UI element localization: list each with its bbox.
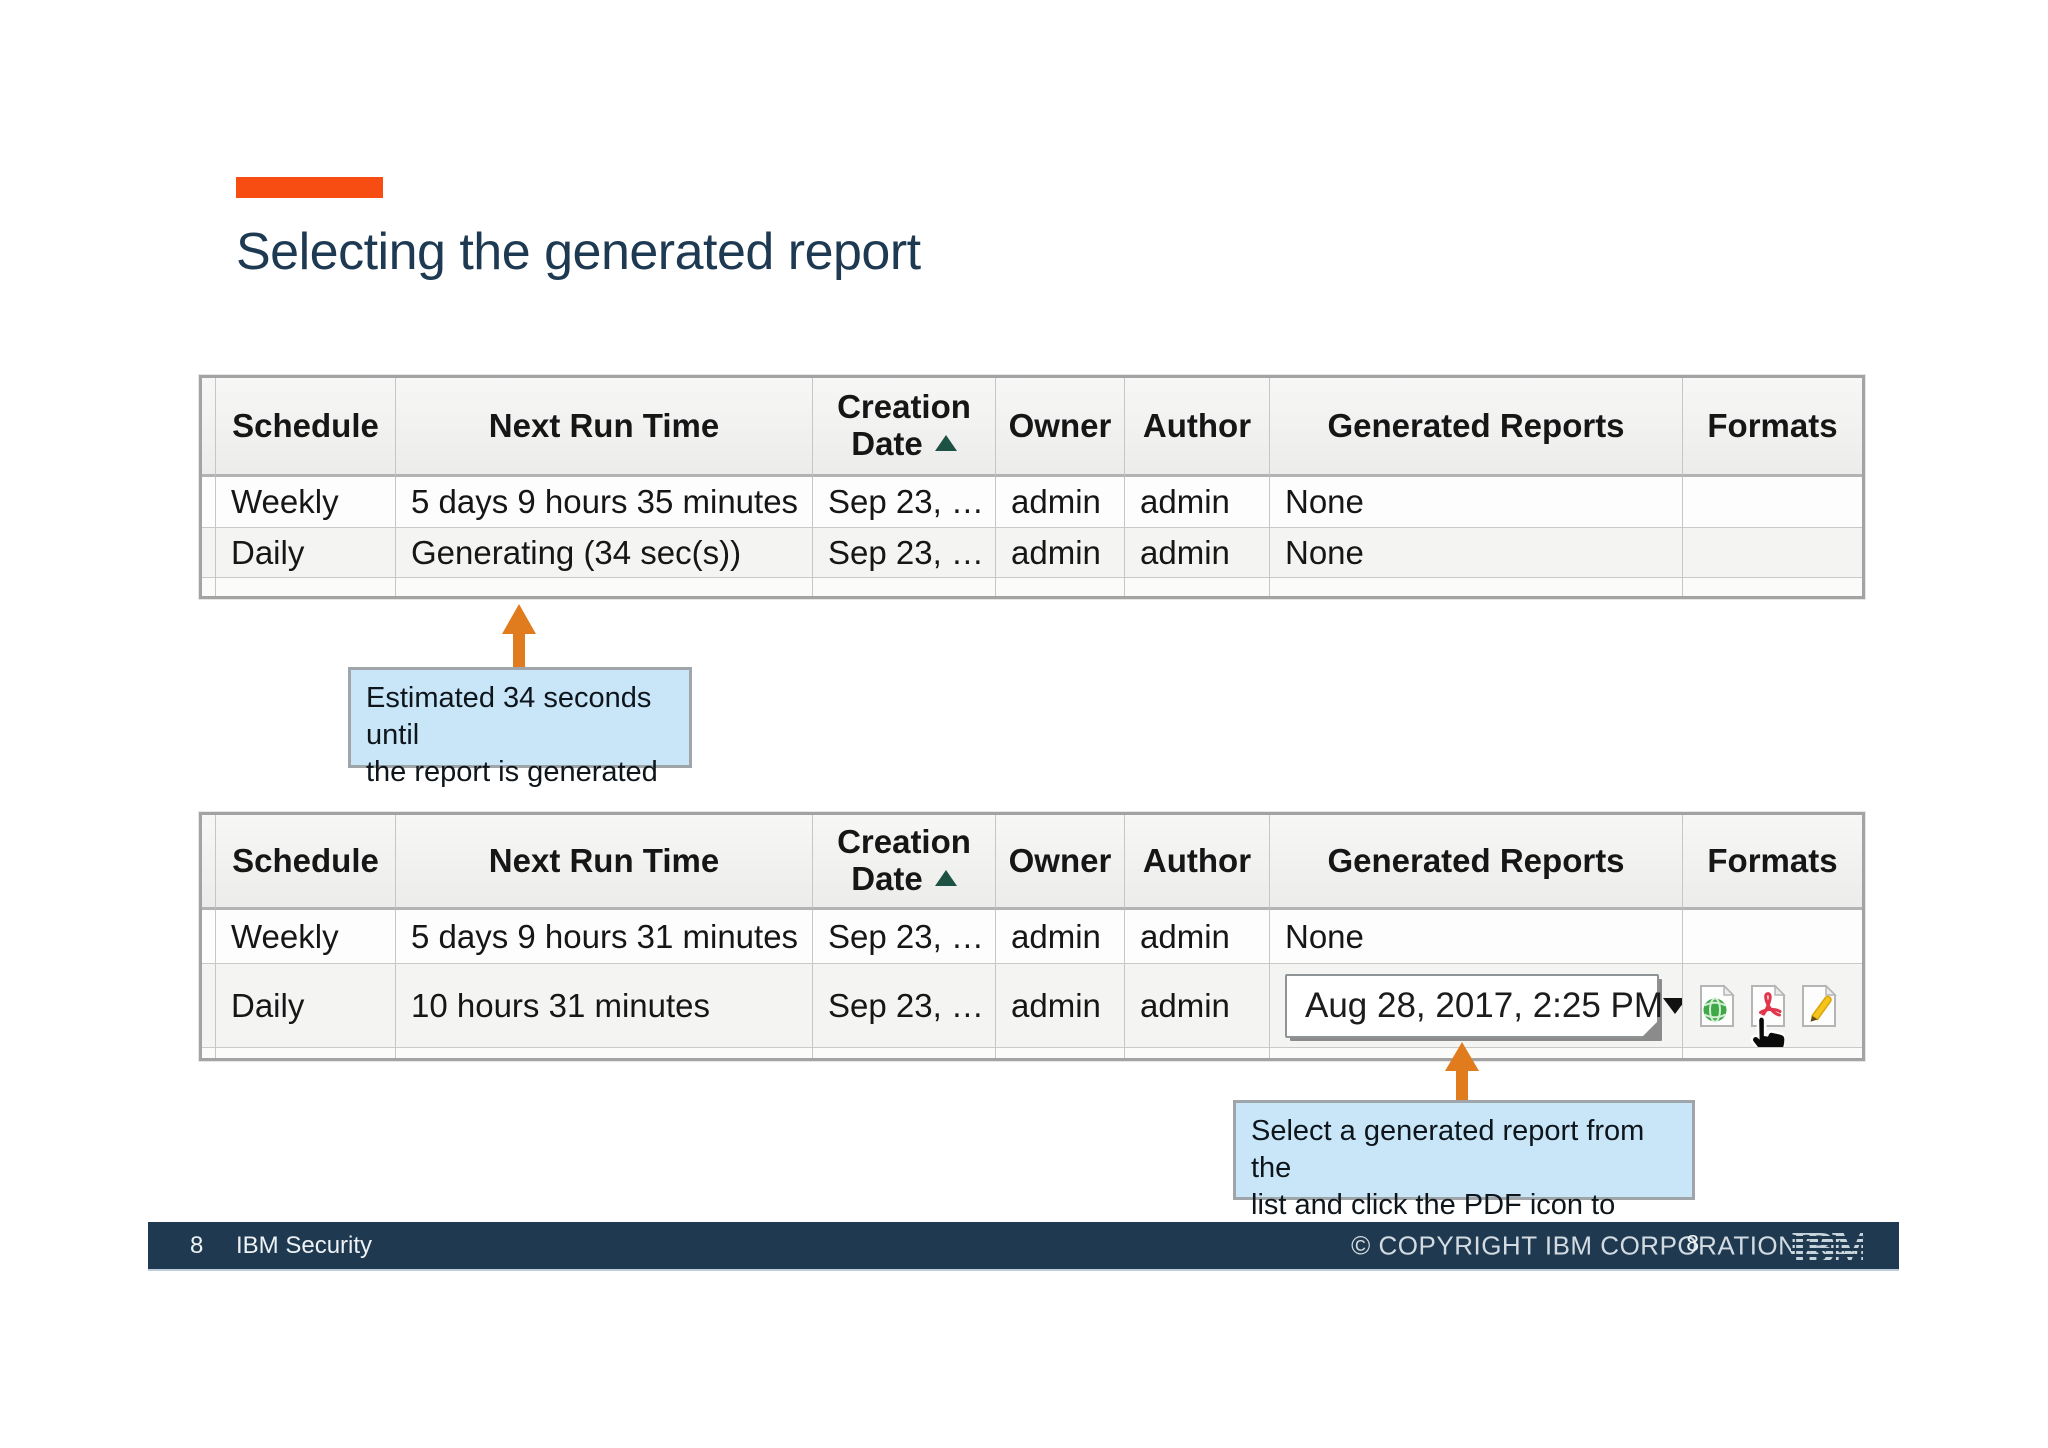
table-row-weekly[interactable]: Weekly 5 days 9 hours 35 minutes Sep 23,…	[202, 477, 1862, 528]
cell-generated-reports: Aug 28, 2017, 2:25 PM	[1270, 964, 1683, 1048]
cell-formats	[1683, 477, 1862, 528]
cell-selector	[202, 528, 216, 578]
cell-formats	[1683, 910, 1862, 964]
cell-selector	[202, 964, 216, 1048]
col-header-selector	[202, 815, 216, 910]
cell-next-run-time: 5 days 9 hours 35 minutes	[396, 477, 813, 528]
copyright-text: © COPYRIGHT IBM CORPORATION 2017	[1351, 1230, 1865, 1260]
callout-select-report: Select a generated report from the list …	[1233, 1100, 1695, 1258]
callout-generating-time: Estimated 34 seconds until the report is…	[348, 667, 692, 788]
dropdown-caret-icon	[1663, 997, 1682, 1014]
rtf-format-icon[interactable]	[1800, 983, 1838, 1028]
report-table-before-generation: Schedule Next Run Time Creation Date Own…	[199, 375, 1865, 599]
col-header-creation-date[interactable]: Creation Date	[813, 378, 996, 477]
slide-number: 8	[190, 1231, 204, 1259]
cell-selector	[202, 477, 216, 528]
cell-owner: admin	[996, 477, 1125, 528]
table-header-row: Schedule Next Run Time Creation Date Own…	[202, 378, 1862, 477]
cell-owner: admin	[996, 910, 1125, 964]
generated-report-dropdown[interactable]: Aug 28, 2017, 2:25 PM	[1285, 973, 1682, 1038]
col-header-selector	[202, 378, 216, 477]
cell-creation-date: Sep 23, …	[813, 964, 996, 1048]
col-header-schedule[interactable]: Schedule	[216, 378, 396, 477]
col-header-owner[interactable]: Owner	[996, 815, 1125, 910]
hand-pointer-cursor	[1745, 1014, 1788, 1047]
cell-schedule: Weekly	[216, 910, 396, 964]
html-format-icon[interactable]	[1698, 983, 1736, 1028]
sort-ascending-icon	[934, 435, 957, 452]
selected-report-timestamp: Aug 28, 2017, 2:25 PM	[1305, 985, 1664, 1025]
cell-next-run-time: 5 days 9 hours 31 minutes	[396, 910, 813, 964]
callout-arrow-up	[502, 604, 536, 668]
cell-schedule: Weekly	[216, 477, 396, 528]
table-row-daily[interactable]: Daily 10 hours 31 minutes Sep 23, … admi…	[202, 964, 1862, 1048]
footer-bar: 8 IBM Security © COPYRIGHT IBM CORPORATI…	[148, 1222, 1899, 1271]
cell-generated-reports: None	[1270, 910, 1683, 964]
report-table-after-generation: Schedule Next Run Time Creation Date Own…	[199, 812, 1865, 1061]
footer-brand: IBM Security	[236, 1231, 373, 1259]
table-filler-row	[202, 578, 1862, 596]
cell-generated-reports: None	[1270, 477, 1683, 528]
col-header-formats[interactable]: Formats	[1683, 815, 1862, 910]
cell-author: admin	[1125, 910, 1270, 964]
cell-owner: admin	[996, 964, 1125, 1048]
cell-owner: admin	[996, 528, 1125, 578]
col-header-next-run-time[interactable]: Next Run Time	[396, 378, 813, 477]
cell-next-run-time: 10 hours 31 minutes	[396, 964, 813, 1048]
cell-creation-date: Sep 23, …	[813, 528, 996, 578]
col-header-creation-date[interactable]: Creation Date	[813, 815, 996, 910]
cell-creation-date: Sep 23, …	[813, 477, 996, 528]
col-header-generated-reports[interactable]: Generated Reports	[1270, 815, 1683, 910]
col-header-owner[interactable]: Owner	[996, 378, 1125, 477]
cell-author: admin	[1125, 477, 1270, 528]
cell-formats	[1683, 528, 1862, 578]
dropdown-corner-fold	[1641, 1019, 1659, 1038]
cell-author: admin	[1125, 528, 1270, 578]
cell-formats	[1683, 964, 1862, 1048]
cell-selector	[202, 910, 216, 964]
col-header-author[interactable]: Author	[1125, 815, 1270, 910]
overlapping-slide-number: 8	[1686, 1230, 1699, 1256]
col-header-generated-reports[interactable]: Generated Reports	[1270, 378, 1683, 477]
col-header-author[interactable]: Author	[1125, 378, 1270, 477]
ibm-logo: IBM	[1791, 1233, 1863, 1265]
cell-schedule: Daily	[216, 528, 396, 578]
col-header-schedule[interactable]: Schedule	[216, 815, 396, 910]
cell-creation-date: Sep 23, …	[813, 910, 996, 964]
callout-arrow-up	[1445, 1042, 1479, 1101]
col-header-formats[interactable]: Formats	[1683, 378, 1862, 477]
cell-next-run-time: Generating (34 sec(s))	[396, 528, 813, 578]
cell-author: admin	[1125, 964, 1270, 1048]
page-title: Selecting the generated report	[236, 223, 921, 281]
cell-schedule: Daily	[216, 964, 396, 1048]
accent-bar	[236, 177, 383, 198]
table-row-weekly[interactable]: Weekly 5 days 9 hours 31 minutes Sep 23,…	[202, 910, 1862, 964]
table-row-daily[interactable]: Daily Generating (34 sec(s)) Sep 23, … a…	[202, 528, 1862, 578]
cell-generated-reports: None	[1270, 528, 1683, 578]
table-header-row: Schedule Next Run Time Creation Date Own…	[202, 815, 1862, 910]
ibm-logo-stripes	[1791, 1233, 1863, 1265]
col-header-next-run-time[interactable]: Next Run Time	[396, 815, 813, 910]
sort-ascending-icon	[934, 870, 957, 887]
table-filler-row	[202, 1048, 1862, 1058]
